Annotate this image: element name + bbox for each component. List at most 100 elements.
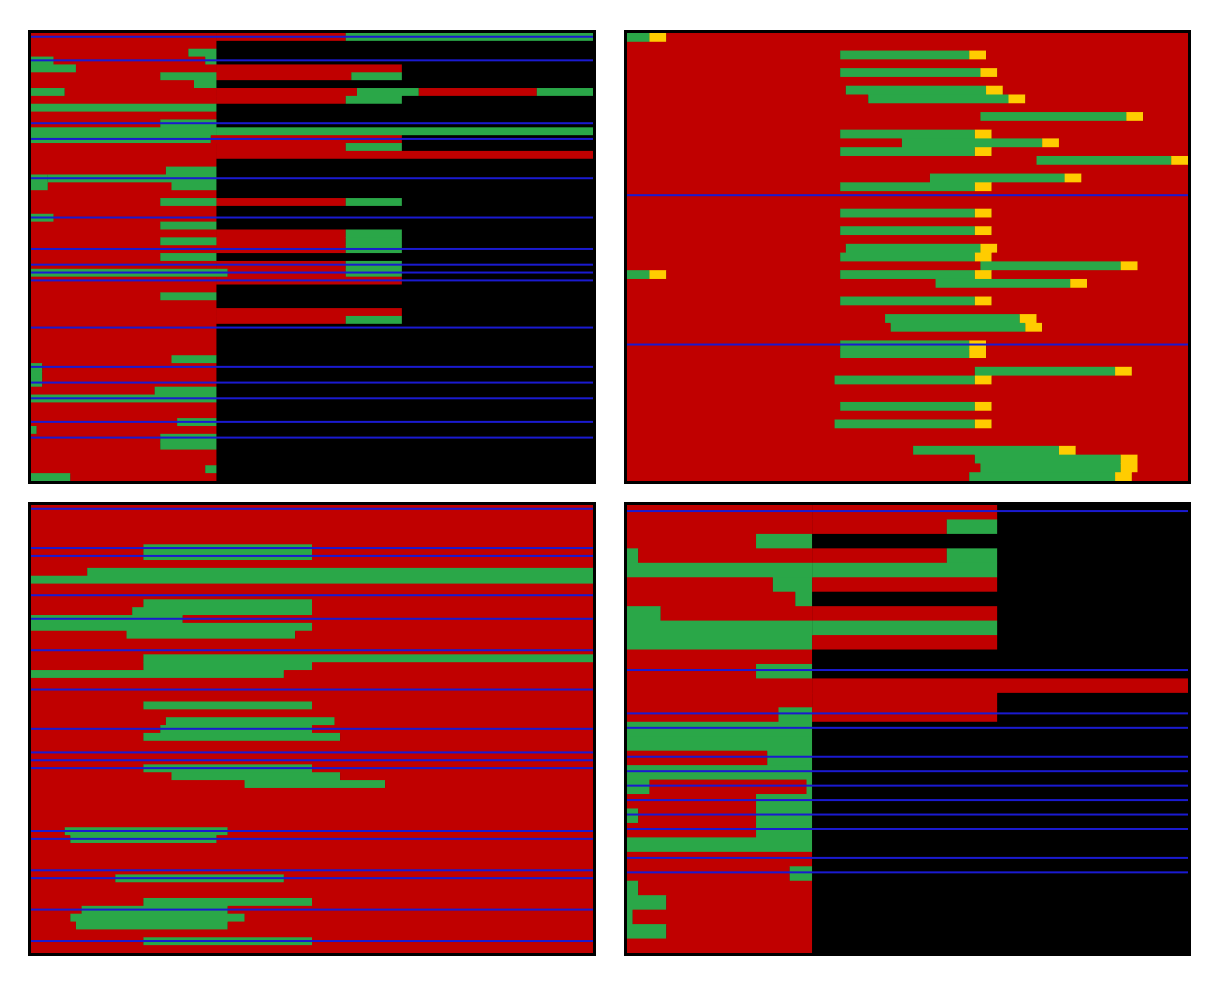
heatmap-cell-green xyxy=(627,779,650,795)
heatmap-row-bottom-left xyxy=(31,670,593,679)
heatmap-cell-red xyxy=(627,129,841,140)
heatmap-row-top-right xyxy=(627,50,1188,60)
heatmap-cell-red xyxy=(627,138,902,148)
heatmap-cell-yellow xyxy=(974,270,992,280)
heatmap-cell-green xyxy=(627,837,813,853)
heatmap-cell-red xyxy=(627,384,1188,394)
heatmap-cell-red xyxy=(216,308,402,317)
heatmap-cell-green xyxy=(834,375,975,385)
heatmap-row-top-left xyxy=(31,386,593,396)
heatmap-cell-red xyxy=(31,300,217,309)
heatmap-cell-green xyxy=(756,794,813,810)
heatmap-row-bottom-left xyxy=(31,921,593,931)
separator-line xyxy=(31,365,593,368)
heatmap-row-bottom-right xyxy=(627,794,1188,810)
heatmap-cell-black xyxy=(997,519,1188,535)
heatmap-cell-green xyxy=(627,808,639,824)
heatmap-cell-yellow xyxy=(974,226,992,236)
heatmap-cell-red xyxy=(31,292,161,301)
heatmap-cell-red xyxy=(627,454,975,465)
heatmap-row-top-left xyxy=(31,237,593,246)
heatmap-cell-black xyxy=(812,837,1188,853)
heatmap-cell-red xyxy=(1081,173,1188,183)
heatmap-row-top-right xyxy=(627,129,1188,140)
heatmap-cell-red xyxy=(31,48,189,58)
separator-line xyxy=(31,279,593,282)
heatmap-row-bottom-right xyxy=(627,924,1188,940)
heatmap-cell-green xyxy=(890,322,1026,333)
heatmap-cell-red xyxy=(216,64,402,73)
heatmap-cell-red xyxy=(31,528,593,538)
heatmap-cell-black xyxy=(812,663,1188,680)
heatmap-row-bottom-right xyxy=(627,577,1188,593)
heatmap-cell-red xyxy=(31,740,593,750)
heatmap-cell-red xyxy=(31,347,217,356)
heatmap-cell-red xyxy=(627,419,835,429)
heatmap-cell-green xyxy=(756,822,813,838)
heatmap-cell-red xyxy=(31,929,593,938)
heatmap-cell-red xyxy=(312,622,593,632)
heatmap-row-top-left xyxy=(31,103,593,113)
heatmap-cell-red xyxy=(627,707,779,723)
heatmap-cell-green xyxy=(756,663,813,680)
separator-line xyxy=(31,216,593,219)
heatmap-cell-yellow xyxy=(974,296,992,306)
heatmap-cell-red xyxy=(312,599,593,608)
heatmap-cell-green xyxy=(974,366,1116,377)
heatmap-row-top-left xyxy=(31,473,593,481)
heatmap-cell-red xyxy=(31,158,217,168)
heatmap-cell-green xyxy=(31,127,217,136)
heatmap-cell-red xyxy=(627,401,841,412)
separator-line xyxy=(627,799,1188,802)
heatmap-cell-red xyxy=(627,120,1188,131)
heatmap-row-top-left xyxy=(31,465,593,474)
heatmap-cell-red xyxy=(31,80,194,89)
heatmap-cell-red xyxy=(283,670,593,679)
heatmap-cell-green xyxy=(160,253,217,262)
heatmap-cell-red xyxy=(627,349,841,359)
heatmap-cell-green xyxy=(627,620,813,636)
heatmap-cell-black xyxy=(997,692,1188,708)
separator-line xyxy=(31,59,593,62)
heatmap-row-bottom-left xyxy=(31,819,593,828)
separator-line xyxy=(31,767,593,770)
heatmap-cell-yellow xyxy=(1058,445,1076,456)
heatmap-cell-yellow xyxy=(1115,366,1132,377)
heatmap-cell-green xyxy=(778,707,813,723)
heatmap-row-top-right xyxy=(627,76,1188,87)
heatmap-cell-red xyxy=(31,308,217,317)
heatmap-cell-green xyxy=(772,577,813,593)
heatmap-cell-red xyxy=(216,237,346,246)
heatmap-cell-red xyxy=(1143,112,1188,122)
separator-line xyxy=(627,827,1188,830)
heatmap-cell-green xyxy=(627,721,813,737)
heatmap-cell-red xyxy=(216,315,346,325)
heatmap-row-bottom-right xyxy=(627,866,1188,882)
heatmap-row-bottom-right xyxy=(627,635,1188,651)
separator-line xyxy=(31,271,593,274)
heatmap-cell-black xyxy=(216,410,593,419)
separator-line xyxy=(31,436,593,439)
heatmap-cell-green xyxy=(868,94,1009,104)
heatmap-cell-red xyxy=(31,512,593,522)
heatmap-cell-red xyxy=(991,182,1188,192)
heatmap-cell-green xyxy=(789,866,813,882)
heatmap-panel-top-right xyxy=(624,30,1191,484)
heatmap-cell-green xyxy=(969,472,1116,481)
separator-line xyxy=(31,397,593,400)
heatmap-row-top-right xyxy=(627,182,1188,192)
heatmap-cell-red xyxy=(70,473,217,481)
heatmap-cell-green xyxy=(143,701,312,710)
heatmap-cell-red xyxy=(627,59,1188,69)
heatmap-cell-green xyxy=(845,243,981,254)
heatmap-row-bottom-right xyxy=(627,909,1188,925)
heatmap-row-bottom-left xyxy=(31,795,593,805)
heatmap-cell-green xyxy=(840,270,975,280)
heatmap-cell-black xyxy=(216,111,593,121)
heatmap-cell-red xyxy=(627,822,757,838)
heatmap-row-top-right xyxy=(627,235,1188,245)
heatmap-cell-red xyxy=(812,692,998,708)
heatmap-cell-green xyxy=(143,732,341,742)
heatmap-cell-red xyxy=(627,445,914,456)
heatmap-cell-green xyxy=(356,88,419,97)
